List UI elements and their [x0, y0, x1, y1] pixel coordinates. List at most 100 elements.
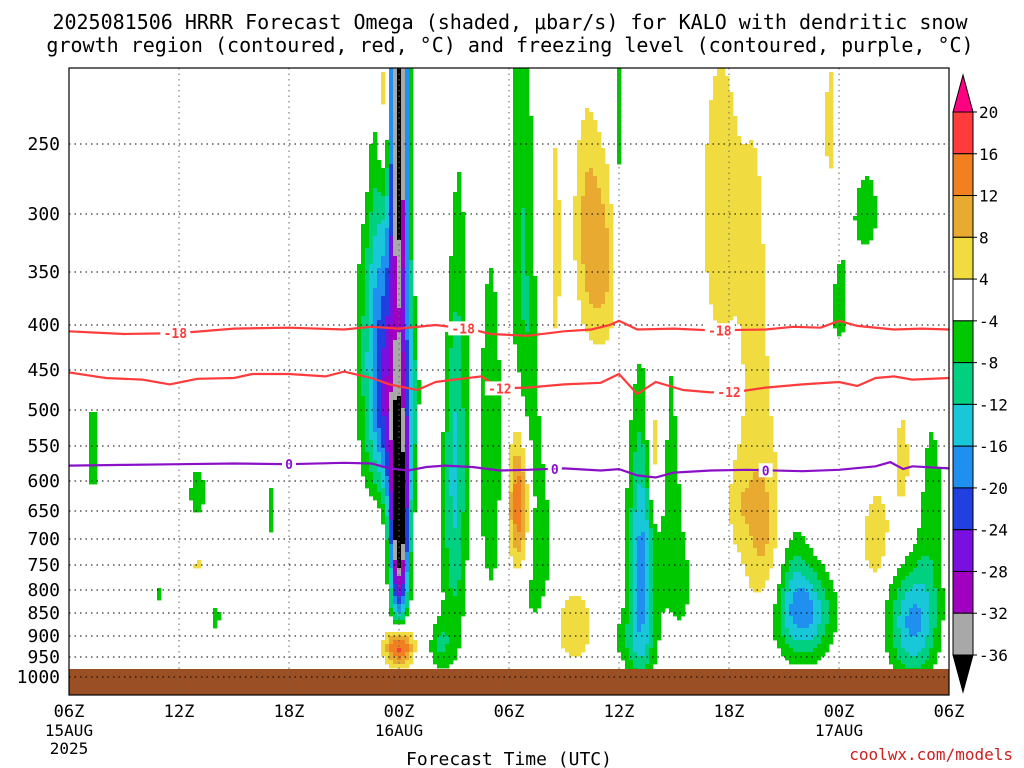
omega-cell: [461, 416, 466, 421]
omega-cell: [397, 84, 402, 89]
omega-cell: [413, 340, 418, 345]
omega-cell: [409, 500, 414, 505]
omega-cell: [589, 232, 594, 237]
omega-cell: [645, 456, 650, 461]
omega-cell: [589, 136, 594, 141]
omega-cell: [597, 180, 602, 185]
omega-cell: [745, 432, 750, 437]
omega-cell: [633, 484, 638, 489]
omega-cell: [449, 408, 454, 413]
omega-cell: [517, 492, 522, 497]
omega-cell: [729, 136, 734, 141]
omega-cell: [361, 308, 366, 313]
omega-cell: [365, 384, 370, 389]
omega-cell: [385, 404, 390, 409]
omega-cell: [449, 372, 454, 377]
omega-cell: [545, 508, 550, 513]
omega-cell: [721, 320, 726, 325]
omega-cell: [513, 128, 518, 133]
omega-cell: [453, 452, 458, 457]
omega-cell: [513, 460, 518, 465]
omega-cell: [721, 268, 726, 273]
omega-cell: [605, 192, 610, 197]
omega-cell: [397, 120, 402, 125]
omega-cell: [369, 184, 374, 189]
omega-cell: [525, 516, 530, 521]
omega-cell: [637, 424, 642, 429]
omega-cell: [745, 488, 750, 493]
omega-cell: [753, 344, 758, 349]
omega-cell: [517, 368, 522, 373]
omega-cell: [757, 408, 762, 413]
omega-cell: [453, 248, 458, 253]
omega-cell: [589, 112, 594, 117]
omega-cell: [629, 448, 634, 453]
omega-cell: [457, 432, 462, 437]
omega-cell: [521, 464, 526, 469]
omega-cell: [745, 344, 750, 349]
omega-cell: [201, 496, 206, 501]
omega-cell: [381, 332, 386, 337]
omega-cell: [409, 312, 414, 317]
omega-cell: [489, 372, 494, 377]
omega-cell: [517, 496, 522, 501]
omega-cell: [729, 164, 734, 169]
omega-cell: [597, 204, 602, 209]
omega-cell: [601, 152, 606, 157]
omega-cell: [197, 500, 202, 505]
omega-cell: [453, 272, 458, 277]
omega-cell: [713, 232, 718, 237]
omega-cell: [749, 164, 754, 169]
omega-cell: [401, 292, 406, 297]
omega-cell: [529, 304, 534, 309]
omega-cell: [373, 220, 378, 225]
omega-cell: [381, 516, 386, 521]
omega-cell: [721, 68, 726, 73]
omega-cell: [409, 412, 414, 417]
omega-cell: [737, 500, 742, 505]
omega-cell: [617, 128, 622, 133]
omega-cell: [533, 404, 538, 409]
omega-cell: [393, 468, 398, 473]
omega-cell: [457, 520, 462, 525]
omega-cell: [373, 312, 378, 317]
omega-cell: [357, 340, 362, 345]
omega-cell: [369, 464, 374, 469]
omega-cell: [669, 500, 674, 505]
omega-cell: [453, 192, 458, 197]
omega-cell: [865, 196, 870, 201]
omega-cell: [513, 112, 518, 117]
omega-cell: [461, 276, 466, 281]
omega-cell: [705, 184, 710, 189]
omega-cell: [485, 340, 490, 345]
omega-cell: [513, 324, 518, 329]
omega-cell: [597, 340, 602, 345]
omega-cell: [713, 236, 718, 241]
omega-cell: [517, 320, 522, 325]
omega-cell: [461, 472, 466, 477]
omega-cell: [461, 404, 466, 409]
omega-cell: [745, 380, 750, 385]
omega-cell: [733, 484, 738, 489]
omega-cell: [753, 420, 758, 425]
omega-cell: [733, 296, 738, 301]
omega-cell: [725, 92, 730, 97]
omega-cell: [509, 508, 514, 513]
omega-cell: [401, 140, 406, 145]
omega-cell: [493, 508, 498, 513]
omega-cell: [725, 204, 730, 209]
omega-cell: [645, 504, 650, 509]
omega-cell: [373, 240, 378, 245]
omega-cell: [525, 400, 530, 405]
omega-cell: [393, 456, 398, 461]
omega-cell: [445, 344, 450, 349]
omega-cell: [93, 468, 98, 473]
omega-cell: [517, 500, 522, 505]
omega-cell: [725, 280, 730, 285]
omega-cell: [521, 304, 526, 309]
omega-cell: [405, 68, 410, 73]
omega-cell: [721, 300, 726, 305]
omega-cell: [529, 392, 534, 397]
omega-cell: [749, 380, 754, 385]
omega-cell: [489, 480, 494, 485]
